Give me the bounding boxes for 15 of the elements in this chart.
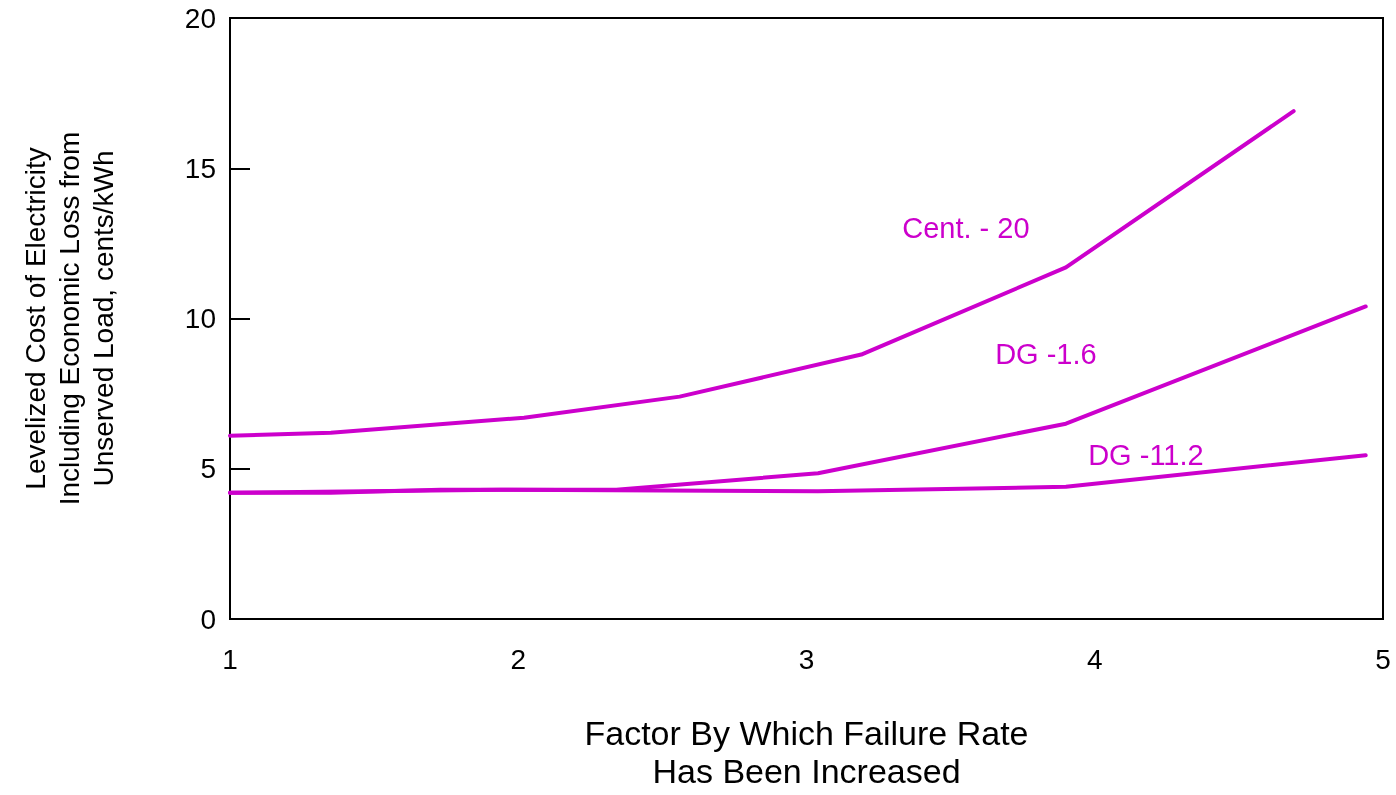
x-tick-label: 3 bbox=[798, 643, 815, 675]
y-tick-label: 0 bbox=[200, 603, 216, 635]
x-tick-label: 4 bbox=[1086, 643, 1103, 675]
y-tick-label: 10 bbox=[184, 303, 216, 334]
series-label: Cent. - 20 bbox=[902, 211, 1030, 244]
x-tick-label: 5 bbox=[1375, 643, 1391, 675]
series-label: DG -11.2 bbox=[1088, 439, 1204, 472]
x-tick-label: 1 bbox=[222, 643, 238, 675]
y-tick-label: 5 bbox=[200, 453, 216, 485]
x-tick-label: 2 bbox=[510, 643, 527, 675]
y-tick-label: 15 bbox=[184, 152, 216, 184]
y-tick-label: 20 bbox=[184, 2, 216, 34]
series-label: DG -1.6 bbox=[995, 338, 1097, 371]
y-axis-title: Levelized Cost of Electricity Including Economic Loss from Unserved Load, cents/kWh bbox=[19, 131, 119, 506]
x-axis-title: Factor By Which Failure Rate Has Been Increased bbox=[584, 714, 1029, 790]
